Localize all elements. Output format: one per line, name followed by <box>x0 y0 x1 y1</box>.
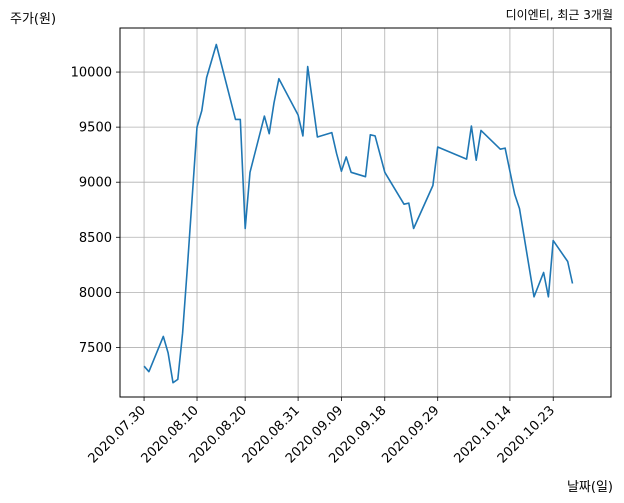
y-tick-label: 8000 <box>79 286 112 301</box>
y-tick-label: 8500 <box>79 231 112 246</box>
series-layer <box>143 43 574 384</box>
y-axis-title: 주가(원) <box>10 12 56 27</box>
y-axis-ticks: 7500 8000 8500 9000 9500 10000 <box>71 66 120 356</box>
plot-frame <box>119 27 612 398</box>
chart-title: 디이엔티, 최근 3개월 <box>506 8 613 22</box>
x-tick-label: 2020.09.29 <box>379 403 442 466</box>
y-tick-label: 7500 <box>79 341 112 356</box>
y-tick-label: 9000 <box>79 176 112 191</box>
y-tick-label: 9500 <box>79 121 112 136</box>
price-series-line <box>143 43 574 384</box>
x-axis-ticks: 2020.07.302020.08.102020.08.202020.08.31… <box>86 397 558 466</box>
gridlines <box>120 28 611 397</box>
x-axis-title: 날짜(일) <box>567 480 613 495</box>
y-tick-label: 10000 <box>71 66 112 81</box>
